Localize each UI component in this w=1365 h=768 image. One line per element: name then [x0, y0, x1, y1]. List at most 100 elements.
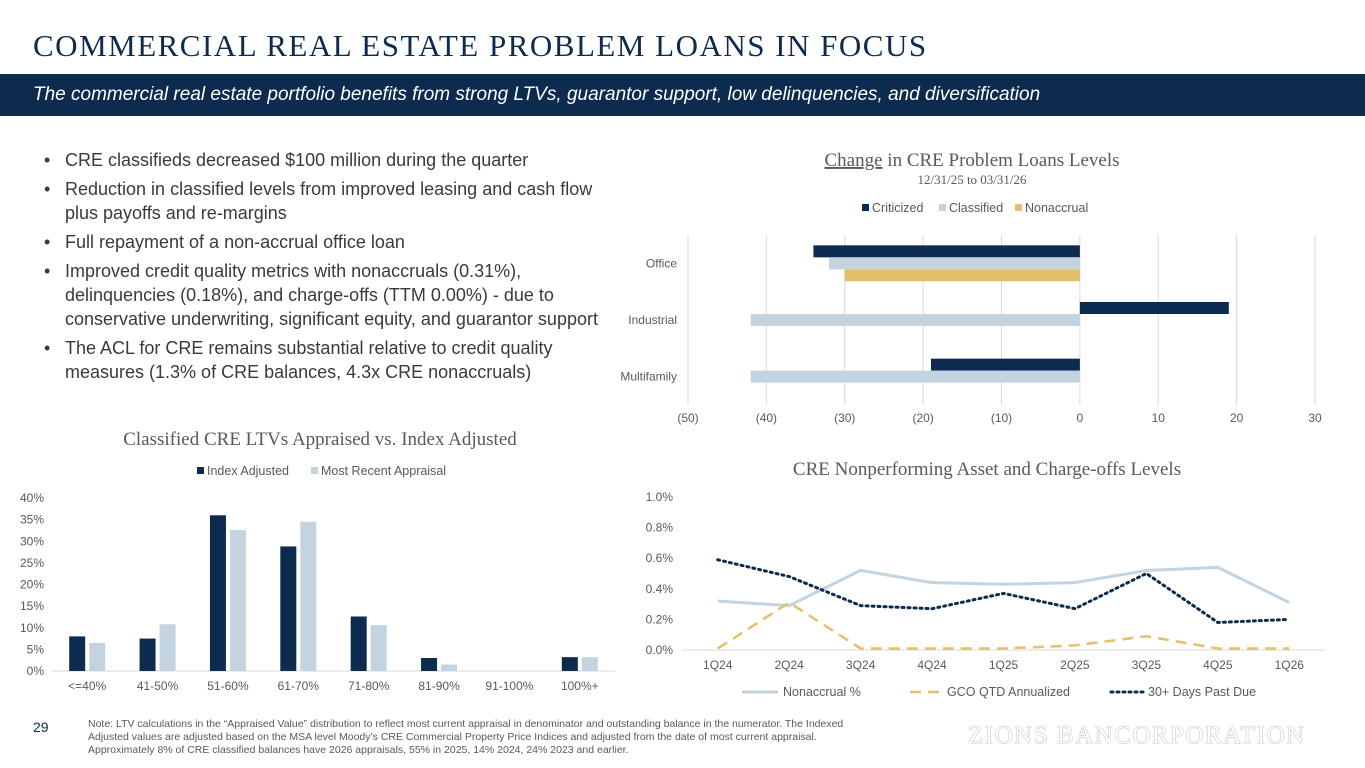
legend-label: Classified — [949, 201, 1003, 215]
legend-label: Nonaccrual — [1025, 201, 1088, 215]
bullet-list: CRE classifieds decreased $100 million d… — [44, 148, 624, 389]
legend-swatch — [311, 467, 318, 474]
y-tick-label: 1.0% — [646, 490, 674, 504]
legend-label: Criticized — [872, 201, 923, 215]
subtitle-banner: The commercial real estate portfolio ben… — [0, 74, 1365, 116]
x-tick-label: 2Q24 — [774, 658, 804, 672]
x-tick-label: 51-60% — [207, 679, 249, 693]
problem-loans-chart: Change in CRE Problem Loans Levels 12/31/… — [600, 140, 1340, 435]
x-tick-label: 100%+ — [561, 679, 599, 693]
chart-title: Change in CRE Problem Loans Levels — [825, 150, 1120, 171]
y-tick-label: 15% — [20, 599, 44, 613]
x-tick-label: 2Q25 — [1060, 658, 1090, 672]
legend-swatch — [1015, 204, 1022, 211]
y-category-label: Multifamily — [620, 370, 677, 384]
x-tick-label: (10) — [991, 411, 1012, 425]
x-tick-label: 91-100% — [485, 679, 533, 693]
bar-index-adjusted — [139, 638, 156, 671]
legend-swatch — [862, 204, 869, 211]
bar-index-adjusted — [209, 515, 226, 671]
chart-subtitle: 12/31/25 to 03/31/26 — [917, 172, 1027, 187]
chart-title-rest: in CRE Problem Loans Levels — [883, 150, 1120, 171]
y-tick-label: 0.0% — [646, 643, 674, 657]
bar-criticized — [813, 245, 1080, 258]
x-tick-label: 0 — [1077, 411, 1084, 425]
y-tick-label: 25% — [20, 556, 44, 570]
bar-classified — [750, 314, 1080, 326]
series-line-30-days-past-due — [716, 558, 1291, 624]
bullet-item: Full repayment of a non-accrual office l… — [44, 230, 624, 254]
legend-swatch — [197, 467, 204, 474]
x-tick-label: 30 — [1308, 411, 1322, 425]
x-tick-label: 4Q24 — [917, 658, 947, 672]
bar-criticized — [1079, 302, 1229, 314]
y-tick-label: 35% — [20, 513, 44, 527]
x-tick-label: 10 — [1152, 411, 1166, 425]
y-tick-label: 20% — [20, 578, 44, 592]
x-tick-label: <=40% — [68, 679, 106, 693]
bar-index-adjusted — [350, 616, 367, 671]
ltv-svg: Classified CRE LTVs Appraised vs. Index … — [20, 429, 615, 693]
x-tick-label: 4Q25 — [1203, 658, 1233, 672]
y-category-label: Office — [646, 256, 677, 270]
bar-criticized — [930, 358, 1080, 371]
x-tick-label: (50) — [677, 411, 698, 425]
bar-index-adjusted — [280, 546, 297, 671]
bar-most-recent-appraisal — [370, 625, 387, 671]
x-tick-label: 41-50% — [137, 679, 179, 693]
x-tick-label: 61-70% — [278, 679, 320, 693]
ltv-chart: Classified CRE LTVs Appraised vs. Index … — [20, 420, 620, 705]
subtitle-text: The commercial real estate portfolio ben… — [33, 84, 1041, 105]
x-tick-label: 3Q24 — [846, 658, 876, 672]
chart-title-underlined: Change — [825, 150, 883, 171]
bar-most-recent-appraisal — [441, 664, 458, 671]
y-tick-label: 0% — [27, 664, 45, 678]
page-number: 29 — [33, 719, 49, 735]
company-logo: ZIONS BANCORPORATION — [968, 722, 1306, 749]
bar-most-recent-appraisal — [581, 657, 598, 671]
x-tick-label: (40) — [756, 411, 777, 425]
bullet-item: The ACL for CRE remains substantial rela… — [44, 336, 624, 384]
y-tick-label: 10% — [20, 621, 44, 635]
y-category-label: Industrial — [628, 313, 677, 327]
bar-nonaccrual — [844, 269, 1080, 282]
page-title: COMMERCIAL REAL ESTATE PROBLEM LOANS IN … — [33, 28, 928, 63]
bar-classified — [829, 257, 1080, 270]
y-tick-label: 40% — [20, 491, 44, 505]
footnote: Note: LTV calculations in the “Appraised… — [88, 718, 844, 756]
series-line-nonaccrual- — [717, 565, 1290, 608]
bar-most-recent-appraisal — [300, 521, 317, 671]
bar-most-recent-appraisal — [159, 624, 176, 671]
npa-chart: CRE Nonperforming Asset and Charge-offs … — [620, 450, 1340, 710]
x-tick-label: 20 — [1230, 411, 1244, 425]
y-tick-label: 0.4% — [646, 582, 674, 596]
x-tick-label: 81-90% — [418, 679, 460, 693]
x-tick-label: (20) — [912, 411, 933, 425]
chart-title: CRE Nonperforming Asset and Charge-offs … — [793, 459, 1181, 480]
x-tick-label: (30) — [834, 411, 855, 425]
bar-most-recent-appraisal — [229, 530, 246, 671]
bar-index-adjusted — [561, 657, 578, 671]
bar-most-recent-appraisal — [89, 642, 106, 671]
bullet-item: Improved credit quality metrics with non… — [44, 259, 624, 331]
bullet-item: CRE classifieds decreased $100 million d… — [44, 148, 624, 172]
chart-title: Classified CRE LTVs Appraised vs. Index … — [123, 429, 517, 450]
legend-label: GCO QTD Annualized — [947, 685, 1070, 699]
y-tick-label: 0.6% — [646, 551, 674, 565]
y-tick-label: 0.2% — [646, 612, 674, 626]
x-tick-label: 1Q24 — [703, 658, 733, 672]
bar-classified — [750, 370, 1080, 383]
y-tick-label: 0.8% — [646, 521, 674, 535]
npa-svg: CRE Nonperforming Asset and Charge-offs … — [646, 459, 1325, 699]
legend-label: Index Adjusted — [207, 464, 289, 478]
x-tick-label: 3Q25 — [1132, 658, 1162, 672]
y-tick-label: 30% — [20, 534, 44, 548]
legend-label: Nonaccrual % — [783, 685, 861, 699]
x-tick-label: 1Q25 — [989, 658, 1019, 672]
legend-swatch — [939, 204, 946, 211]
bullet-item: Reduction in classified levels from impr… — [44, 177, 624, 225]
bar-index-adjusted — [69, 636, 86, 671]
problem-loans-svg: Change in CRE Problem Loans Levels12/31/… — [620, 150, 1322, 425]
legend-label: 30+ Days Past Due — [1148, 685, 1256, 699]
legend-label: Most Recent Appraisal — [321, 464, 446, 478]
